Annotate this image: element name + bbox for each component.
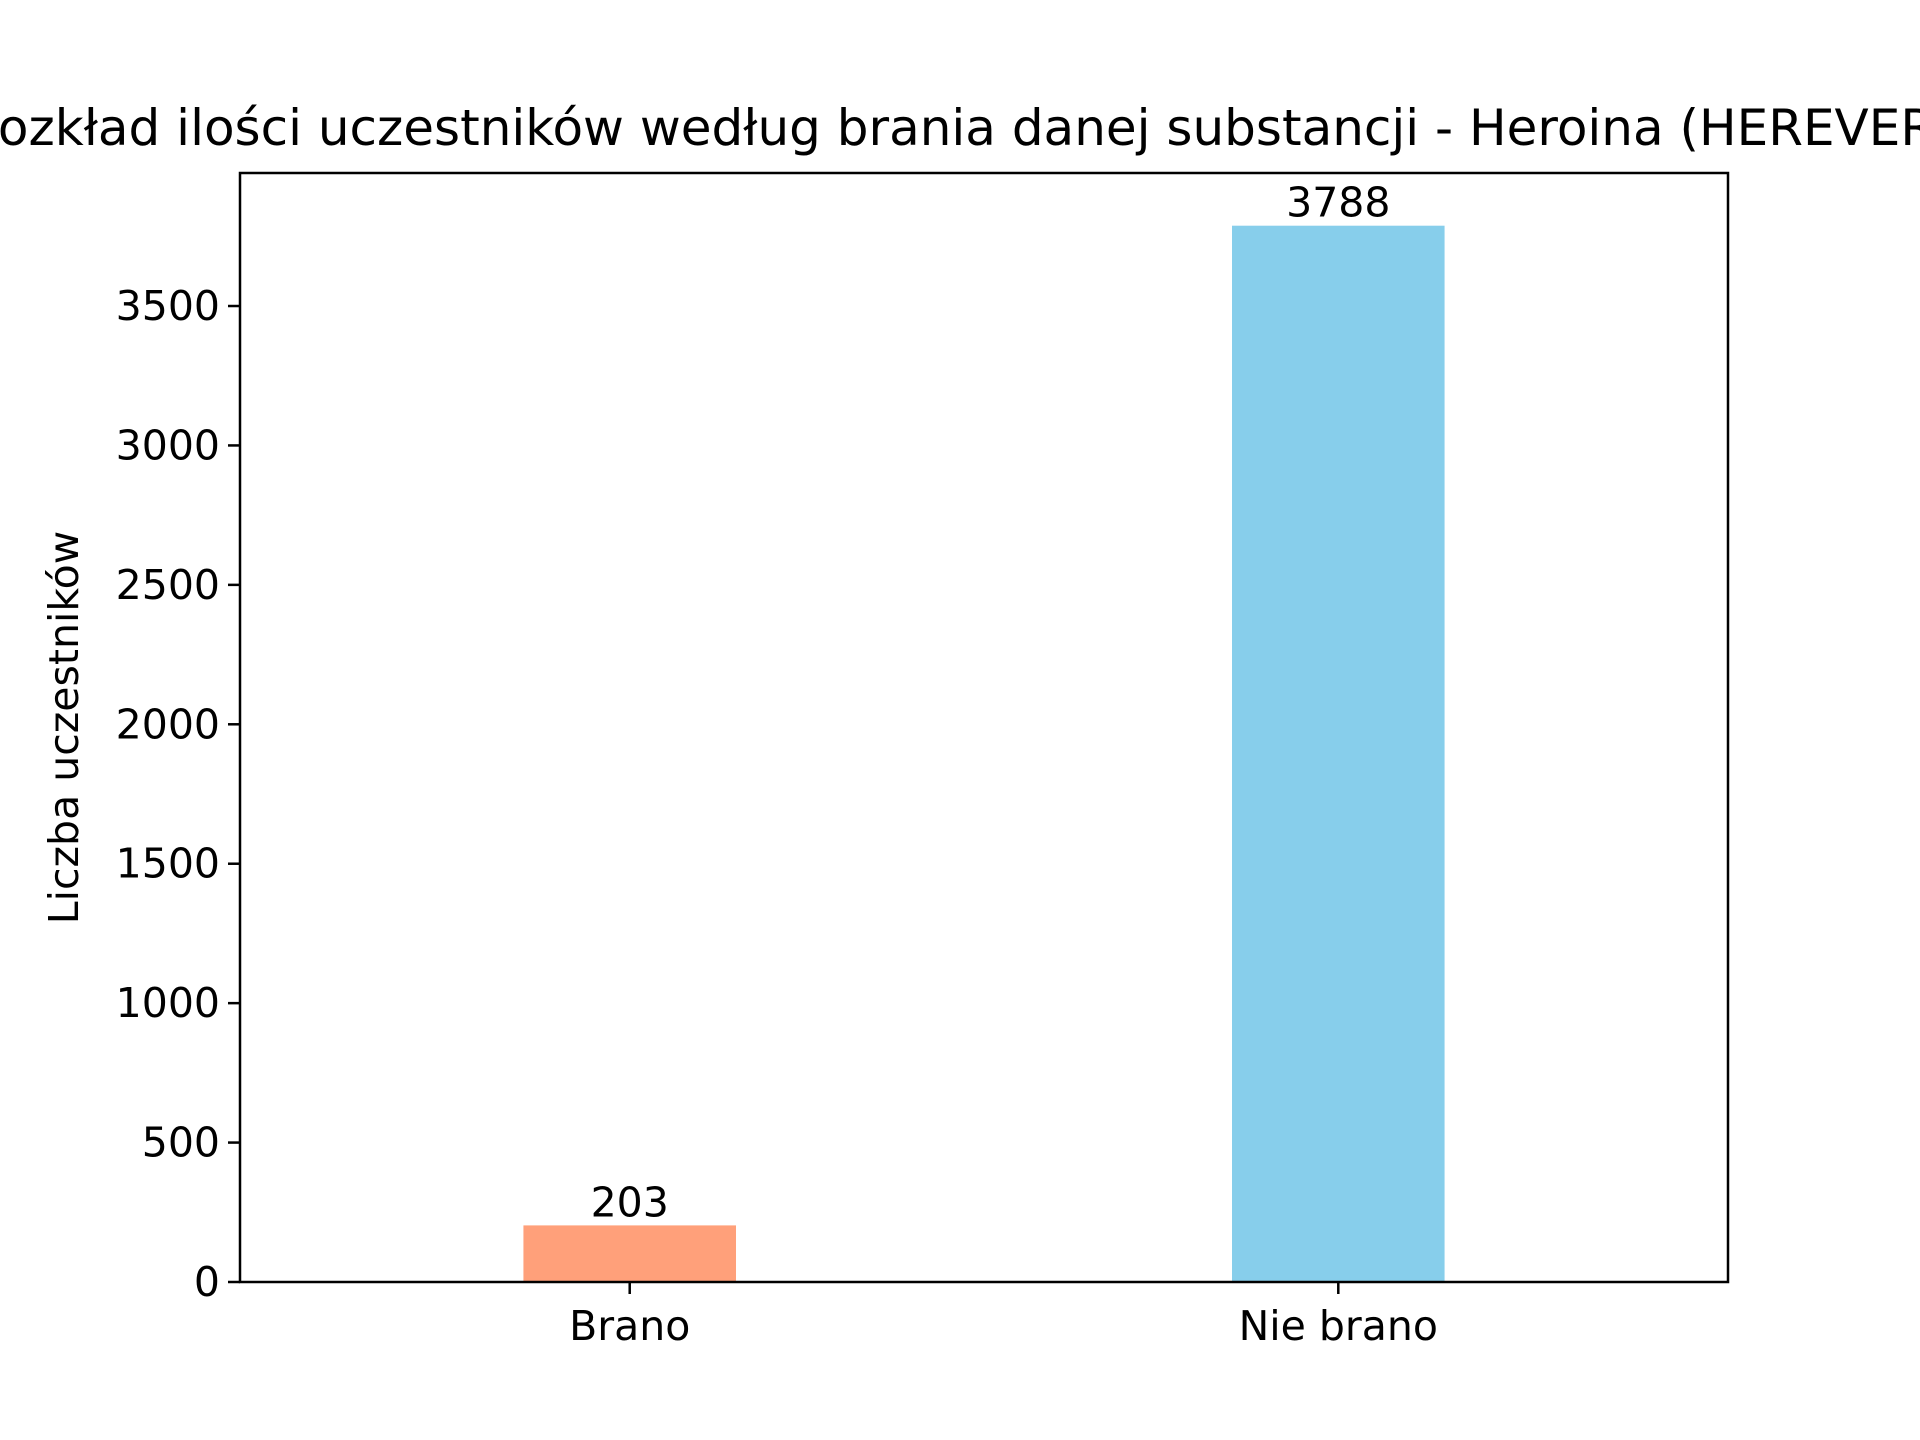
- y-axis: 0 500 1000 1500 2000 2500 3000 3500: [116, 282, 240, 1306]
- x-axis: Brano Nie brano: [569, 1282, 1438, 1350]
- y-tick-label: 3500: [116, 282, 220, 330]
- data-labels-layer: 203 3788: [591, 179, 1391, 1227]
- y-tick-label: 0: [194, 1258, 220, 1306]
- data-label: 203: [591, 1178, 669, 1226]
- y-tick-label: 2000: [116, 700, 220, 748]
- x-tick-label: Brano: [569, 1302, 690, 1350]
- bars-layer: [523, 225, 1445, 1283]
- y-tick-label: 1500: [116, 840, 220, 888]
- y-tick-label: 2500: [116, 561, 220, 609]
- y-tick-label: 500: [142, 1119, 220, 1167]
- y-tick-label: 1000: [116, 979, 220, 1027]
- data-label: 3788: [1286, 179, 1390, 227]
- bar-nie-brano: [1232, 225, 1445, 1283]
- plot-frame: [238, 171, 1730, 1284]
- chart-title: Rozkład ilości uczestników według brania…: [0, 99, 1920, 157]
- y-axis-label: Liczba uczestników: [40, 531, 88, 924]
- bar-brano: [523, 1225, 736, 1282]
- y-tick-label: 3000: [116, 421, 220, 469]
- x-tick-label: Nie brano: [1239, 1302, 1438, 1350]
